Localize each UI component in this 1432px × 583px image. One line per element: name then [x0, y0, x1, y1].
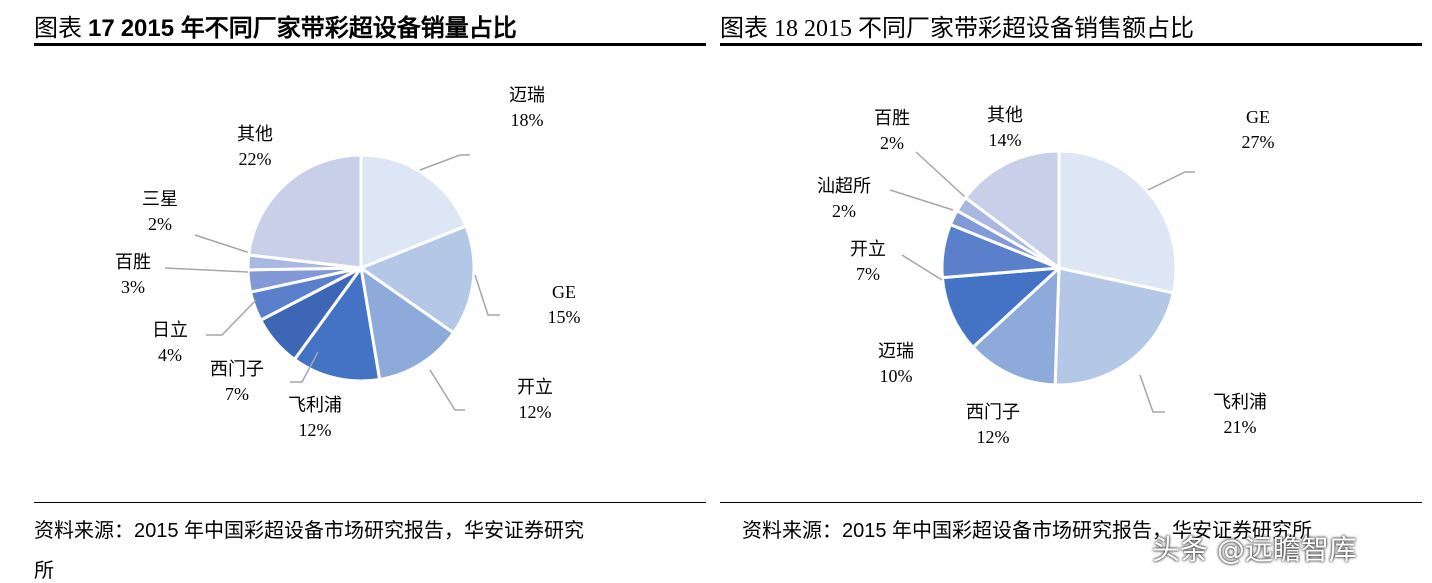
- pie-slice-飞利浦: [1053, 266, 1176, 387]
- slice-percent: 22%: [238, 149, 272, 169]
- slice-percent: 18%: [510, 110, 544, 130]
- slice-name: 西门子: [966, 402, 1020, 422]
- slice-percent: 2%: [148, 214, 172, 234]
- slice-name: 其他: [987, 105, 1023, 125]
- pie-slice-飞利浦: [292, 264, 382, 383]
- slice-name: 飞利浦: [288, 395, 342, 415]
- slice-percent: 15%: [547, 307, 581, 327]
- slice-label: 飞利浦 21%: [1213, 390, 1267, 440]
- slice-name: GE: [1246, 107, 1270, 127]
- slice-label: 西门子 12%: [966, 400, 1020, 450]
- slice-name: 开立: [517, 377, 553, 397]
- slice-name: GE: [552, 282, 576, 302]
- chart-title-2: 图表 18 2015 不同厂家带彩超设备销售额占比: [720, 8, 1194, 43]
- title-rule: [720, 43, 1422, 46]
- leader-line: [915, 151, 966, 198]
- slice-percent: 12%: [298, 420, 332, 440]
- slice-name: 汕超所: [817, 176, 871, 196]
- slice-name: 开立: [850, 239, 886, 259]
- leader-line: [429, 369, 465, 411]
- source-note-1: 资料来源：2015 年中国彩超设备市场研究报告，华安证券研究: [34, 520, 585, 542]
- slice-label: 百胜 3%: [115, 250, 151, 300]
- slice-name: 西门子: [210, 359, 264, 379]
- slice-name: 三星: [142, 189, 178, 209]
- slice-label: 开立 7%: [850, 237, 886, 287]
- slice-percent: 2%: [880, 133, 904, 153]
- slice-label: 其他 22%: [237, 122, 273, 172]
- slice-percent: 14%: [988, 130, 1022, 150]
- title-text: 2015 不同厂家带彩超设备销售额占比: [804, 16, 1194, 42]
- pie-slice-开立: [358, 264, 456, 382]
- title-rule: [34, 43, 706, 46]
- slice-name: 百胜: [874, 108, 910, 128]
- leader-line: [290, 351, 319, 383]
- leader-line: [419, 154, 470, 171]
- slice-label: GE 15%: [548, 280, 581, 330]
- slice-label: 西门子 7%: [210, 357, 264, 407]
- slice-label: 开立 12%: [517, 375, 553, 425]
- slice-percent: 10%: [879, 366, 913, 386]
- title-prefix: 图表: [34, 16, 88, 42]
- title-prefix: 图表: [720, 16, 774, 42]
- slice-label: 日立 4%: [152, 318, 188, 368]
- pie-slice-GE: [1057, 149, 1178, 295]
- watermark: 头条 @远瞻智库: [1152, 533, 1357, 566]
- pie-slice-其他: [963, 149, 1061, 272]
- slice-name: 百胜: [115, 252, 151, 272]
- slice-percent: 12%: [976, 427, 1010, 447]
- footer-rule: [34, 502, 706, 503]
- leader-line: [164, 267, 249, 273]
- slice-label: GE 27%: [1242, 105, 1275, 155]
- slice-percent: 21%: [1223, 417, 1257, 437]
- chart-title-1: 图表 17 2015 年不同厂家带彩超设备销量占比: [34, 8, 517, 43]
- pie-slice-其他: [247, 153, 363, 270]
- title-number: 18: [774, 16, 798, 42]
- slice-name: 飞利浦: [1213, 392, 1267, 412]
- title-number: 17: [88, 15, 115, 42]
- slice-label: 三星 2%: [142, 187, 178, 237]
- leader-line: [1147, 171, 1195, 191]
- slice-percent: 27%: [1241, 132, 1275, 152]
- leader-line: [474, 274, 500, 316]
- footer-rule: [720, 502, 1422, 503]
- pie-slice-GE: [357, 224, 476, 335]
- slice-name: 其他: [237, 124, 273, 144]
- slice-percent: 3%: [121, 277, 145, 297]
- slice-percent: 2%: [832, 201, 856, 221]
- slice-percent: 4%: [158, 345, 182, 365]
- title-text: 2015 年不同厂家带彩超设备销量占比: [120, 15, 517, 42]
- leader-line: [1139, 374, 1165, 413]
- slice-name: 迈瑞: [509, 85, 545, 105]
- leader-line: [901, 254, 943, 281]
- slice-name: 日立: [152, 320, 188, 340]
- slice-label: 迈瑞 18%: [509, 83, 545, 133]
- slice-percent: 7%: [225, 384, 249, 404]
- leader-line: [194, 234, 251, 254]
- slice-label: 其他 14%: [987, 103, 1023, 153]
- slice-percent: 7%: [856, 264, 880, 284]
- slice-label: 迈瑞 10%: [878, 339, 914, 389]
- source-note-1-cont: 所: [34, 560, 54, 582]
- slice-label: 飞利浦 12%: [288, 393, 342, 443]
- source-note-2: 资料来源：2015 年中国彩超设备市场研究报告，华安证券研究所: [742, 520, 1313, 542]
- slice-name: 迈瑞: [878, 341, 914, 361]
- slice-label: 汕超所 2%: [817, 174, 871, 224]
- slice-percent: 12%: [518, 402, 552, 422]
- slice-label: 百胜 2%: [874, 106, 910, 156]
- leader-line: [206, 299, 257, 336]
- leader-line: [889, 189, 954, 211]
- pie-slice-迈瑞: [359, 153, 468, 271]
- pie-slice-西门子: [970, 264, 1061, 387]
